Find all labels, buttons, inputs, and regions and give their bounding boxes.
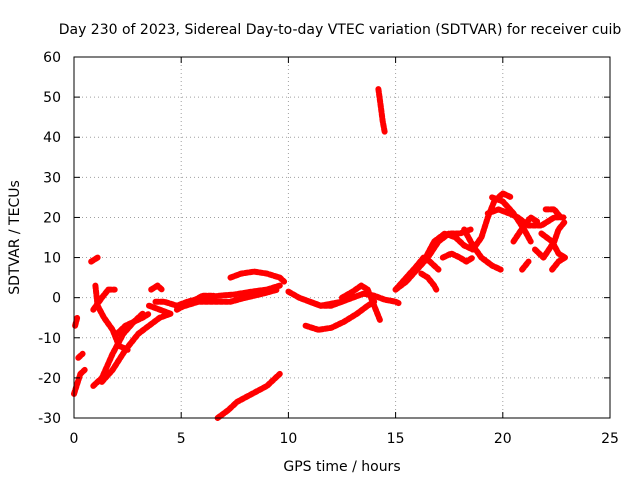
- data-series-t25: [418, 270, 440, 293]
- data-series-t21: [375, 86, 388, 137]
- data-series-t19: [302, 298, 378, 333]
- data-series-t14: [173, 292, 217, 313]
- y-axis-label: SDTVAR / TECUs: [7, 180, 23, 295]
- x-tick-label: 25: [601, 431, 619, 447]
- y-tick-label: 50: [43, 90, 61, 106]
- data-series-t34: [542, 206, 564, 221]
- x-tick-label: 20: [494, 431, 512, 447]
- data-series-t01: [72, 314, 81, 329]
- y-tick-label: -10: [38, 331, 61, 347]
- y-tick-label: 40: [43, 130, 61, 146]
- data-series-t32: [519, 258, 532, 273]
- data-series-t08: [113, 310, 146, 337]
- data-series-t35: [538, 230, 568, 261]
- x-tick-label: 0: [70, 431, 79, 447]
- data-series-t03: [71, 366, 88, 397]
- data-series-t26: [439, 250, 476, 265]
- y-tick-label: 60: [43, 50, 61, 66]
- y-tick-label: 30: [43, 170, 61, 186]
- data-series-t27: [461, 226, 504, 273]
- plot-frame: [73, 56, 611, 419]
- data-series-t15: [227, 268, 288, 285]
- axis-ticks: 0 5 10 15 20 25 -30 -20 -10 0 10 20 30 40 50 60: [38, 50, 619, 447]
- y-tick-label: 0: [52, 291, 61, 307]
- data-series-t07: [92, 282, 131, 353]
- data-series-t24: [414, 230, 476, 269]
- data-series-t16: [214, 370, 283, 421]
- data-series-t02: [75, 350, 86, 361]
- data-series-t18: [306, 290, 403, 309]
- x-tick-label: 15: [387, 431, 405, 447]
- y-tick-label: 20: [43, 210, 61, 226]
- data-series-t31: [510, 214, 541, 245]
- x-tick-label: 10: [279, 431, 297, 447]
- data-series-t10: [146, 302, 174, 317]
- y-tick-label: 10: [43, 251, 61, 267]
- data-series-t29: [484, 206, 568, 229]
- data-series-t11: [148, 282, 165, 293]
- data-series-t04: [88, 254, 101, 265]
- data-series-t13: [182, 286, 281, 309]
- data-series-t30: [489, 194, 534, 245]
- chart-title: Day 230 of 2023, Sidereal Day-to-day VTE…: [59, 22, 622, 38]
- y-tick-label: -20: [38, 371, 61, 387]
- x-axis-label: GPS time / hours: [283, 459, 400, 475]
- y-tick-label: -30: [38, 411, 61, 427]
- x-tick-label: 5: [177, 431, 186, 447]
- data-series-t36: [549, 254, 568, 273]
- data-traces: [71, 86, 568, 421]
- data-series-t20: [339, 282, 384, 325]
- data-series-t09: [98, 310, 174, 385]
